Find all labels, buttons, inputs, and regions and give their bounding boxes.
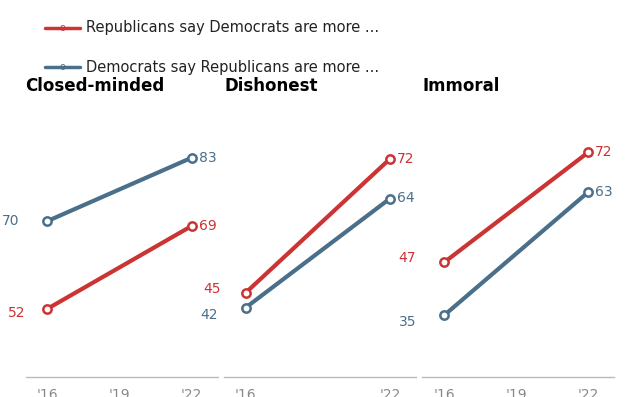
Text: 35: 35 bbox=[399, 315, 416, 330]
Text: 64: 64 bbox=[397, 191, 415, 206]
Text: 72: 72 bbox=[397, 152, 415, 166]
Text: 72: 72 bbox=[595, 145, 613, 159]
Text: 63: 63 bbox=[595, 185, 613, 199]
Text: Closed-minded: Closed-minded bbox=[26, 77, 165, 95]
Text: Democrats say Republicans are more ...: Democrats say Republicans are more ... bbox=[86, 60, 380, 75]
Text: 70: 70 bbox=[2, 214, 19, 228]
Text: 45: 45 bbox=[203, 281, 221, 296]
Text: o: o bbox=[59, 23, 65, 33]
Text: 47: 47 bbox=[399, 251, 416, 265]
Text: Republicans say Democrats are more ...: Republicans say Democrats are more ... bbox=[86, 20, 380, 35]
Text: 42: 42 bbox=[200, 308, 218, 322]
Text: 52: 52 bbox=[8, 306, 25, 320]
Text: o: o bbox=[59, 62, 65, 73]
Text: 83: 83 bbox=[198, 151, 216, 165]
Text: 69: 69 bbox=[198, 219, 216, 233]
Text: Immoral: Immoral bbox=[422, 77, 500, 95]
Text: Dishonest: Dishonest bbox=[224, 77, 317, 95]
